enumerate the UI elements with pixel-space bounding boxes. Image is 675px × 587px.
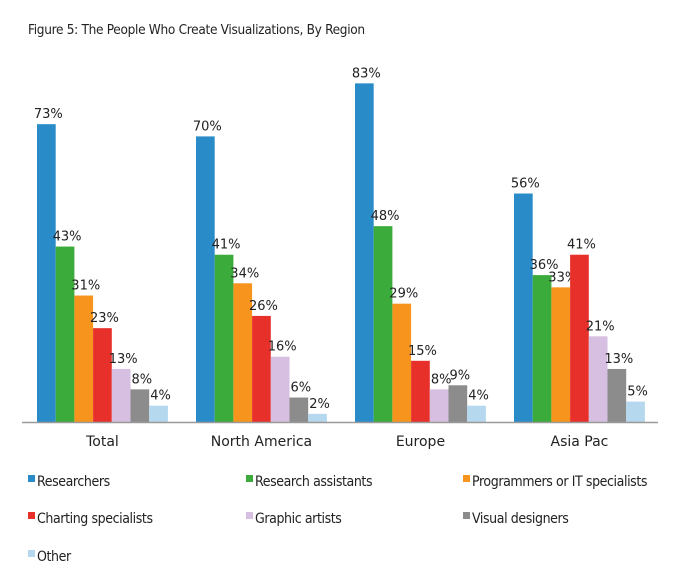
category-label: Asia Pac [551,434,609,450]
data-label: 41% [212,238,241,253]
legend-swatch [28,550,35,557]
chart-title: Figure 5: The People Who Create Visualiz… [28,22,365,38]
data-label: 13% [109,352,138,367]
bar-programmers-or-it-specialists [233,283,253,422]
data-label: 8% [431,372,452,387]
bar-other [626,401,645,422]
legend-label: Researchers [37,474,110,490]
data-label: 83% [352,66,381,81]
bar-programmers-or-it-specialists [551,287,571,422]
legend-swatch [28,512,35,519]
bar-charting-specialists [252,315,271,422]
bar-visual-designers [607,368,627,422]
legend-item: Programmers or IT specialists [463,474,647,490]
data-label: 29% [389,287,418,302]
bar-researchers [514,193,533,422]
bar-research-assistants [532,275,552,422]
bar-researchers [355,83,374,423]
bar-research-assistants [214,254,234,422]
category-label: Total [85,434,119,450]
legend-item: Visual designers [463,511,569,527]
legend-label: Charting specialists [37,511,153,527]
bar-researchers [196,136,215,422]
bar-other [308,413,327,422]
legend-swatch [246,512,253,519]
data-label: 16% [268,340,297,355]
legend-item: Other [28,549,71,565]
data-label: 31% [71,279,100,294]
data-label: 70% [193,119,222,134]
bar-graphic-artists [588,336,608,422]
data-label: 8% [132,372,153,387]
bar-graphic-artists [429,389,449,422]
legend-item: Charting specialists [28,511,153,527]
bar-visual-designers [448,385,468,422]
data-label: 73% [34,107,63,122]
data-label: 48% [371,209,400,224]
bar-programmers-or-it-specialists [74,295,94,422]
data-label: 41% [567,238,596,253]
data-label: 23% [90,311,119,326]
legend-swatch [463,475,470,482]
legend-label: Research assistants [255,474,373,490]
bar-researchers [37,124,56,422]
bar-visual-designers [130,389,150,422]
legend-label: Other [37,549,71,565]
bar-research-assistants [373,226,393,422]
bar-charting-specialists [411,360,430,422]
legend-swatch [28,475,35,482]
data-label: 34% [230,266,259,281]
bar-charting-specialists [570,254,589,422]
data-label: 4% [468,389,489,404]
data-label: 43% [53,230,82,245]
data-label: 33% [548,270,577,285]
data-label: 2% [309,397,330,412]
data-label: 26% [249,299,278,314]
category-label: Europe [396,434,445,450]
bar-research-assistants [55,246,75,422]
data-label: 9% [450,368,471,383]
legend-swatch [463,512,470,519]
legend-item: Graphic artists [246,511,342,527]
bar-programmers-or-it-specialists [392,303,412,422]
bar-graphic-artists [270,356,290,422]
bar-other [467,405,486,422]
legend-item: Research assistants [246,474,373,490]
category-label: North America [211,434,312,450]
legend-swatch [246,475,253,482]
data-label: 6% [291,381,312,396]
legend-label: Visual designers [472,511,569,527]
data-label: 21% [586,319,615,334]
legend-label: Programmers or IT specialists [472,474,648,490]
data-label: 36% [530,258,559,273]
data-label: 4% [150,389,171,404]
data-label: 15% [408,344,437,359]
data-label: 56% [511,177,540,192]
data-label: 13% [604,352,633,367]
bar-charting-specialists [93,328,112,422]
data-label: 5% [627,385,648,400]
bar-visual-designers [289,397,309,422]
legend-item: Researchers [28,474,110,490]
bar-graphic-artists [111,368,131,422]
legend-label: Graphic artists [255,511,342,527]
bar-other [149,405,168,422]
